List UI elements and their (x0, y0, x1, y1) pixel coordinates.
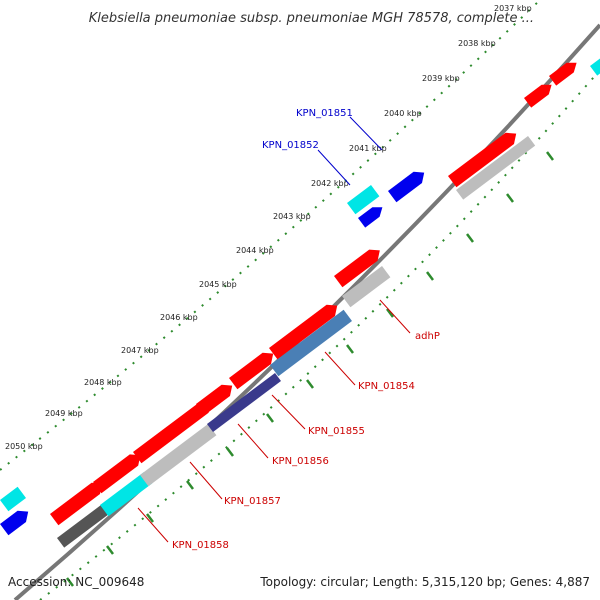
gene-leader-line (237, 423, 269, 459)
tick-label: 2037 kbp (494, 4, 532, 13)
major-tick (226, 447, 234, 457)
tick-label: 2038 kbp (458, 39, 496, 48)
reverse-cds-arrow (0, 510, 29, 536)
tick-label: 2043 kbp (273, 212, 311, 221)
gene-labels: KPN_01851 KPN_01852 adhP KPN_01854 KPN_01855… (137, 108, 440, 551)
forward-cds-arrow (524, 84, 552, 108)
tick-label: 2045 kbp (199, 280, 237, 289)
gene-label: KPN_01856 (272, 456, 329, 467)
forward-cds-arrow (229, 352, 274, 390)
reverse-feature-arrow (270, 309, 352, 377)
tick-label: 2042 kbp (311, 179, 349, 188)
major-tick (466, 233, 474, 243)
trna-feature (347, 185, 380, 215)
tick-label: 2039 kbp (422, 74, 460, 83)
tick-label: 2041 kbp (349, 144, 387, 153)
major-tick (386, 308, 394, 318)
forward-cds-arrow (133, 401, 211, 464)
reverse-feature-arrow (57, 505, 109, 548)
forward-cds-arrow (549, 62, 577, 86)
forward-cds-arrow (196, 384, 233, 416)
tick-label: 2040 kbp (384, 109, 422, 118)
gene-label: KPN_01858 (172, 540, 229, 551)
reverse-cds-arrow (388, 171, 425, 203)
reverse-feature-arrow (342, 266, 391, 308)
tick-label: 2049 kbp (45, 409, 83, 418)
major-tick (186, 480, 194, 490)
major-tick (506, 193, 514, 203)
major-tick (426, 271, 434, 281)
trna-feature (100, 472, 153, 517)
major-tick (66, 577, 74, 587)
forward-cds-arrow (448, 132, 517, 188)
gene-label: KPN_01854 (358, 381, 415, 392)
major-tick (106, 545, 114, 555)
gene-leader-line (317, 149, 351, 186)
major-tick (346, 344, 354, 354)
gene-leader-line (137, 507, 169, 543)
major-tick (266, 413, 274, 423)
forward-cds-arrow (93, 454, 141, 494)
tick-label: 2044 kbp (236, 246, 274, 255)
outer-tick-row (0, 0, 541, 471)
tick-label: 2048 kbp (84, 378, 122, 387)
major-tick (546, 151, 554, 161)
gene-leader-line (271, 394, 306, 430)
gene-leader-line (349, 116, 383, 151)
tick-labels: 2037 kbp 2038 kbp 2039 kbp 2040 kbp 2041 kbp… (5, 4, 532, 451)
forward-cds-arrow (269, 304, 338, 360)
gene-label: KPN_01852 (262, 140, 319, 151)
forward-cds-arrow (334, 249, 380, 288)
gene-leader-line (189, 461, 223, 500)
accession-text: Accession: NC_009648 (8, 575, 144, 589)
gene-leader-line (379, 299, 411, 334)
gene-label: KPN_01857 (224, 496, 281, 507)
gene-leader-line (324, 351, 356, 386)
major-tick (306, 379, 314, 389)
trna-feature (0, 486, 26, 512)
reverse-feature-arrow (140, 424, 217, 487)
forward-cds-arrow (50, 482, 103, 526)
map-title: Klebsiella pneumoniae subsp. pneumoniae … (89, 11, 534, 26)
reverse-feature-arrow (456, 136, 536, 200)
gene-label: adhP (415, 331, 440, 342)
tick-label: 2050 kbp (5, 442, 43, 451)
reverse-cds-arrow (358, 207, 383, 228)
tick-label: 2046 kbp (160, 313, 198, 322)
gene-label: KPN_01855 (308, 426, 365, 437)
reverse-feature-arrow (207, 373, 281, 432)
trna-feature (590, 58, 600, 76)
feature-track (0, 58, 600, 548)
genome-summary-text: Topology: circular; Length: 5,315,120 bp… (259, 575, 590, 589)
tick-label: 2047 kbp (121, 346, 159, 355)
gene-label: KPN_01851 (296, 108, 353, 119)
major-tick (146, 513, 154, 523)
